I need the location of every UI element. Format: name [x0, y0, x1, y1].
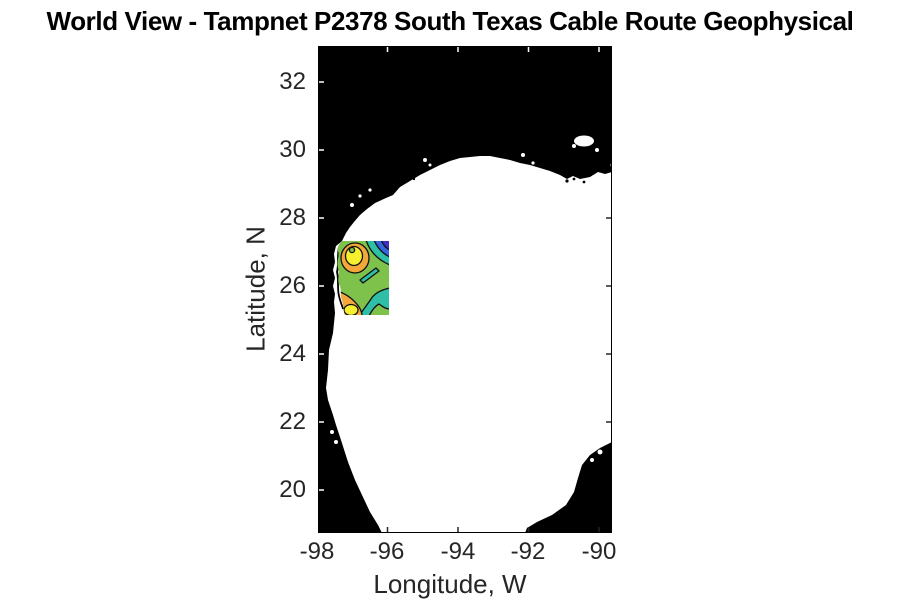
x-tick-label: -94 [440, 538, 476, 565]
y-tick-label: 32 [279, 68, 306, 95]
coastal-islets [412, 177, 586, 184]
x-tick-label: -98 [299, 538, 335, 565]
survey-contour-patch [337, 241, 389, 315]
figure-title: World View - Tampnet P2378 South Texas C… [46, 6, 854, 36]
y-tick-label: 20 [279, 476, 306, 503]
lakes-and-bays [330, 135, 612, 462]
x-tick-label: -90 [581, 538, 617, 565]
gulf-of-mexico-water [326, 156, 612, 533]
axes-border [318, 46, 612, 533]
x-axis-label: Longitude, W [373, 569, 527, 599]
x-tick-label: -92 [510, 538, 546, 565]
x-tick-label: -96 [369, 538, 405, 565]
y-tick-label: 24 [279, 340, 306, 367]
gulf-map [318, 46, 612, 533]
y-tick-label: 28 [279, 204, 306, 231]
y-tick-label: 26 [279, 272, 306, 299]
y-tick-label: 22 [279, 408, 306, 435]
map-plot-area [318, 46, 612, 533]
y-tick-label: 30 [279, 136, 306, 163]
